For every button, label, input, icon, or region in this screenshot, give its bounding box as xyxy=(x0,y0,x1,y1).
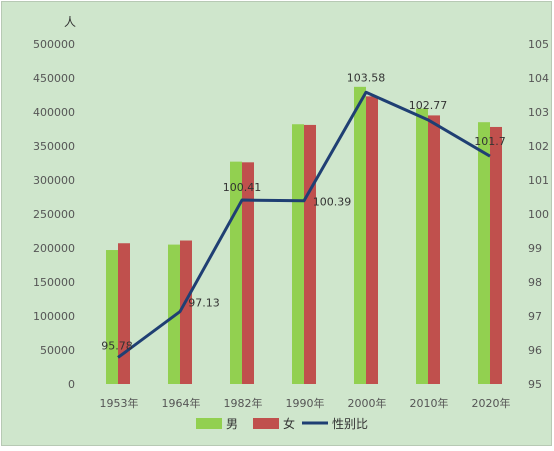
right-tick-label: 97 xyxy=(528,310,542,323)
bar-female xyxy=(242,162,254,384)
x-tick-label: 1982年 xyxy=(224,396,263,410)
bar-female xyxy=(490,126,502,385)
legend[interactable]: 男 女 性别比 xyxy=(196,416,368,431)
right-tick-label: 102 xyxy=(528,140,549,153)
bar-female xyxy=(366,96,378,385)
right-axis: 95 96 97 98 99 100 101 102 103 104 105 xyxy=(528,38,549,391)
sex-ratio-data-label: 100.39 xyxy=(313,196,352,209)
legend-swatch xyxy=(196,418,222,429)
legend-swatch xyxy=(253,418,279,429)
bar-male xyxy=(354,86,366,384)
data-labels-group: 95.78 97.13 100.41 100.39 103.58 102.77 101.7 xyxy=(101,71,506,352)
bar-female xyxy=(304,124,316,385)
x-tick-label: 1990年 xyxy=(286,396,325,410)
bar-series-group xyxy=(106,86,502,385)
sex-ratio-data-label: 103.58 xyxy=(347,71,386,84)
left-tick-label: 450000 xyxy=(33,72,75,85)
bar-female xyxy=(118,243,130,384)
legend-label: 性别比 xyxy=(332,417,368,431)
right-tick-label: 100 xyxy=(528,208,549,221)
left-tick-label: 400000 xyxy=(33,106,75,119)
sex-ratio-data-label: 100.41 xyxy=(223,181,262,194)
sex-ratio-data-label: 95.78 xyxy=(101,339,133,352)
x-tick-label: 2000年 xyxy=(348,396,387,410)
sex-ratio-data-label: 97.13 xyxy=(188,297,220,310)
right-tick-label: 98 xyxy=(528,276,542,289)
x-tick-label: 2010年 xyxy=(410,396,449,410)
left-tick-label: 50000 xyxy=(40,344,75,357)
x-tick-label: 2020年 xyxy=(472,396,511,410)
x-tick-label: 1953年 xyxy=(100,396,139,410)
right-tick-label: 103 xyxy=(528,106,549,119)
left-tick-label: 500000 xyxy=(33,38,75,51)
left-axis-unit-label: 人 xyxy=(64,15,76,29)
right-tick-label: 105 xyxy=(528,38,549,51)
legend-label: 女 xyxy=(283,416,295,431)
bar-male xyxy=(478,122,490,384)
left-tick-label: 150000 xyxy=(33,276,75,289)
left-tick-label: 0 xyxy=(68,378,75,391)
bar-male xyxy=(292,124,304,385)
sex-ratio-data-label: 102.77 xyxy=(409,99,448,112)
right-tick-label: 99 xyxy=(528,242,542,255)
left-tick-label: 250000 xyxy=(33,208,75,221)
bar-female xyxy=(428,115,440,385)
left-tick-label: 350000 xyxy=(33,140,75,153)
bar-male xyxy=(230,161,242,384)
x-axis: 1953年 1964年 1982年 1990年 2000年 2010年 2020年 xyxy=(100,396,511,410)
left-tick-label: 300000 xyxy=(33,174,75,187)
right-tick-label: 101 xyxy=(528,174,549,187)
bar-male xyxy=(106,250,118,384)
legend-label: 男 xyxy=(226,417,238,431)
right-tick-label: 96 xyxy=(528,344,542,357)
x-tick-label: 1964年 xyxy=(162,396,201,410)
line-series-group xyxy=(117,90,491,359)
sex-ratio-line xyxy=(117,90,491,359)
right-tick-label: 104 xyxy=(528,72,549,85)
bar-female xyxy=(180,240,192,384)
left-axis: 0 50000 100000 150000 200000 250000 300000 3500… xyxy=(33,38,75,391)
right-tick-label: 95 xyxy=(528,378,542,391)
sex-ratio-data-label: 101.7 xyxy=(474,135,506,148)
left-tick-label: 100000 xyxy=(33,310,75,323)
bar-male xyxy=(416,108,428,384)
left-tick-label: 200000 xyxy=(33,242,75,255)
